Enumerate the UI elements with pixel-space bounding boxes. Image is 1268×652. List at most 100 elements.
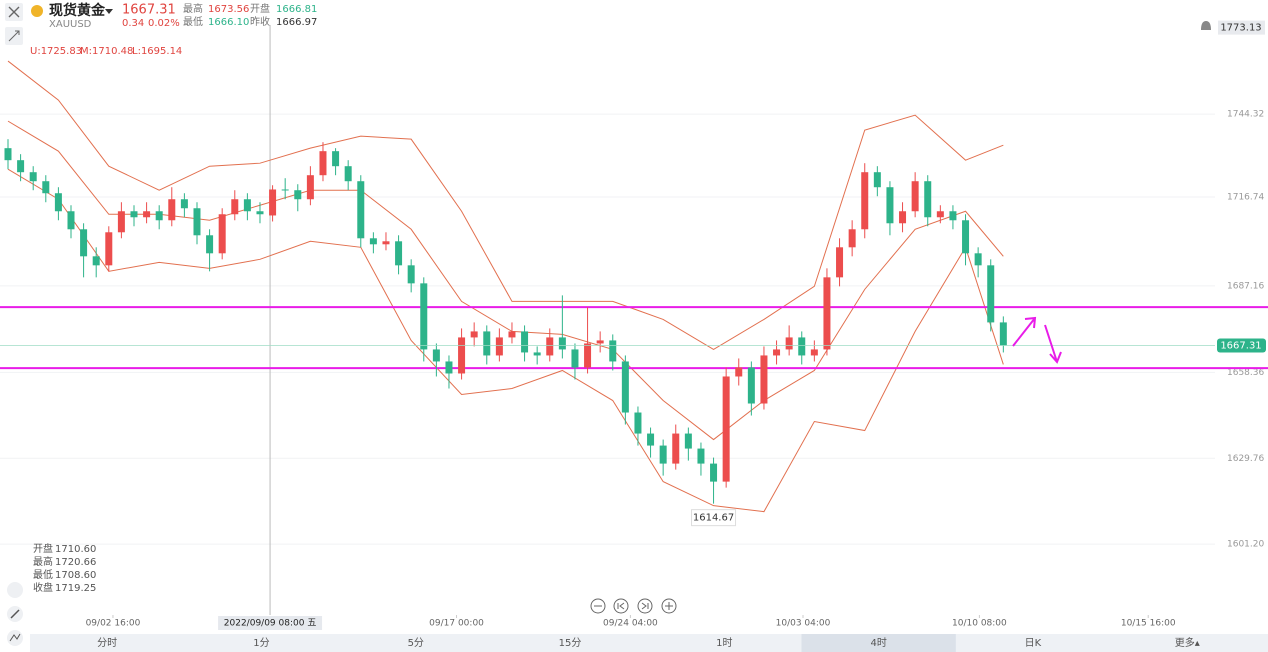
ohlc-value: 1719.25: [55, 583, 96, 594]
x-tick-label: 10/15 16:00: [1121, 619, 1176, 629]
tab[interactable]: 4时: [870, 637, 886, 649]
candle-body: [369, 238, 377, 245]
tab[interactable]: 日K: [1025, 638, 1042, 649]
candle-body: [546, 337, 554, 356]
pen-icon: [10, 609, 20, 619]
candle-body: [886, 187, 894, 224]
candle-body: [180, 199, 188, 209]
candle-body: [256, 211, 264, 215]
dropdown-arrow[interactable]: [105, 9, 113, 14]
low-label: 1614.67: [693, 513, 734, 524]
alert-label: 1773.13: [1220, 23, 1261, 34]
candle-body: [42, 181, 50, 194]
candle-body: [584, 343, 592, 368]
candle-body: [785, 337, 793, 350]
candle-body: [80, 229, 88, 257]
candle-body: [319, 151, 327, 176]
bell-icon[interactable]: [1201, 21, 1211, 30]
stat-label: 最高: [183, 2, 203, 15]
stat-value: 1666.97: [276, 17, 317, 28]
candle-body: [899, 211, 907, 224]
tab[interactable]: 1分: [253, 637, 269, 649]
last-price: 1667.31: [122, 3, 176, 18]
candle-body: [974, 253, 982, 266]
candle-body: [962, 220, 970, 254]
ohlc-value: 1710.60: [55, 544, 96, 555]
candle-body: [294, 190, 302, 200]
candle-body: [949, 211, 957, 221]
candle-body: [810, 349, 818, 356]
symbol-name[interactable]: 现货黄金: [49, 2, 106, 19]
y-tick-label: 1629.76: [1227, 454, 1264, 464]
candle-body: [798, 337, 806, 356]
indicator-button[interactable]: [7, 630, 23, 646]
candle-body: [206, 235, 214, 254]
candle-body: [621, 361, 629, 413]
tool-icon: [8, 30, 20, 42]
candle-body: [596, 340, 604, 344]
x-tick-label: 09/02 16:00: [86, 619, 141, 629]
candle-body: [357, 181, 365, 239]
candle-body: [54, 193, 62, 212]
boll-lower: L:1695.14: [132, 46, 182, 57]
candle-body: [873, 172, 881, 188]
candle-body: [105, 232, 113, 266]
tab[interactable]: 1时: [716, 637, 732, 649]
candle-body: [92, 256, 100, 266]
stat-label: 最低: [183, 15, 203, 28]
y-tick-label: 1744.32: [1227, 110, 1264, 120]
candle-body: [735, 367, 743, 377]
candle-body: [836, 247, 844, 278]
candle-body: [67, 211, 75, 230]
candle-body: [470, 331, 478, 338]
tabs: 分时 1分 5分 15分 1时 4时 日K 更多▴: [97, 634, 1200, 652]
boll-lower: [7, 168, 1004, 513]
tab[interactable]: 15分: [559, 637, 582, 649]
candle-body: [823, 277, 831, 350]
candle-body: [558, 337, 566, 350]
candle-body: [4, 148, 12, 161]
tab[interactable]: 分时: [97, 637, 117, 649]
y-tick-label: 1716.74: [1227, 193, 1264, 203]
y-tick-label: 1601.20: [1227, 540, 1264, 550]
stat-value: 1673.56: [208, 4, 249, 15]
tool-button[interactable]: [7, 582, 23, 598]
zoom-controls: [590, 598, 677, 614]
ohlc-label: 最高: [33, 555, 53, 568]
candle-body: [571, 349, 579, 368]
candle-body: [924, 181, 932, 218]
close-icon: [8, 6, 20, 18]
boll-middle: M:1710.48: [80, 46, 133, 57]
candle-body: [483, 331, 491, 356]
candle-body: [697, 448, 705, 464]
stat-value: 1666.81: [276, 4, 317, 15]
candle-body: [332, 151, 340, 167]
candle-body: [999, 322, 1007, 346]
candle-body: [193, 208, 201, 236]
candle-body: [143, 211, 151, 218]
ohlc-label: 最低: [33, 568, 53, 581]
tab[interactable]: 更多▴: [1175, 636, 1200, 649]
tab-selected[interactable]: [801, 634, 956, 652]
ohlc-value: 1720.66: [55, 557, 96, 568]
candle-body: [659, 445, 667, 464]
up-arrow: [1012, 316, 1037, 347]
change: 0.34: [122, 18, 144, 29]
stat-label: 开盘: [250, 2, 270, 15]
ohlc-value: 1708.60: [55, 570, 96, 581]
candle-body: [936, 211, 944, 218]
candle-body: [609, 340, 617, 362]
candle-body: [407, 265, 415, 284]
x-tick-label: 09/24 04:00: [603, 619, 658, 629]
candle-body: [710, 463, 718, 482]
gold-icon: [31, 5, 43, 17]
tab-bar: [30, 634, 1268, 652]
candle-body: [508, 331, 516, 338]
candle-body: [155, 211, 163, 221]
tab[interactable]: 5分: [408, 637, 424, 649]
candle-body: [521, 331, 529, 353]
candle-body: [130, 211, 138, 218]
alert-tag: [1218, 20, 1265, 35]
candle-body: [281, 189, 289, 191]
